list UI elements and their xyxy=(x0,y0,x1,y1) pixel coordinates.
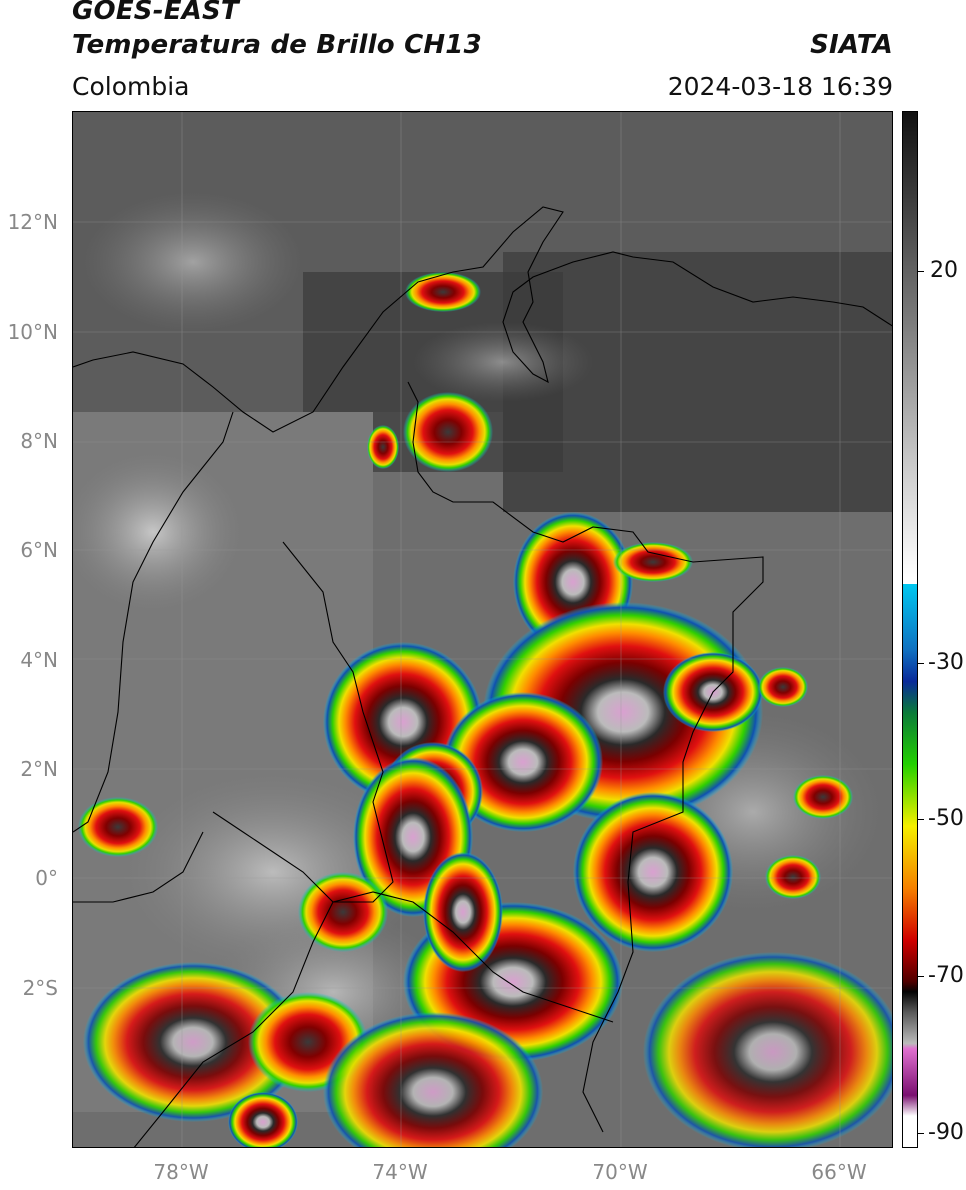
brightness-temperature-image xyxy=(73,112,892,1147)
lat-label-4N: 4°N xyxy=(20,648,58,672)
colorbar-label-minus70: -70 xyxy=(928,963,964,988)
lat-label-10N: 10°N xyxy=(7,320,58,344)
region-label: Colombia xyxy=(72,72,190,101)
lat-label-2S: 2°S xyxy=(22,976,58,1000)
lat-label-2N: 2°N xyxy=(20,757,58,781)
colorbar-tick xyxy=(918,976,924,977)
satellite-map[interactable] xyxy=(72,111,893,1148)
satellite-title: GOES-EAST xyxy=(72,0,239,26)
lon-label-70W: 70°W xyxy=(592,1160,648,1184)
colorbar-tick xyxy=(918,271,924,272)
org-title: SIATA xyxy=(810,30,893,60)
colorbar-tick xyxy=(918,663,924,664)
lat-label-0: 0° xyxy=(35,866,58,890)
temperature-colorbar xyxy=(902,111,918,1148)
colorbar-label-20: 20 xyxy=(930,258,958,283)
colorbar-label-minus50: -50 xyxy=(928,806,964,831)
lat-label-12N: 12°N xyxy=(7,210,58,234)
lat-label-8N: 8°N xyxy=(20,429,58,453)
lon-label-74W: 74°W xyxy=(372,1160,428,1184)
datetime-label: 2024-03-18 16:39 xyxy=(667,72,893,101)
colorbar-label-minus30: -30 xyxy=(928,650,964,675)
lon-label-78W: 78°W xyxy=(153,1160,209,1184)
lat-label-6N: 6°N xyxy=(20,538,58,562)
colorbar-tick xyxy=(918,1133,924,1134)
lon-label-66W: 66°W xyxy=(811,1160,867,1184)
product-title: Temperatura de Brillo CH13 xyxy=(72,30,482,60)
colorbar-tick xyxy=(918,819,924,820)
colorbar-label-minus90: -90 xyxy=(928,1120,964,1145)
